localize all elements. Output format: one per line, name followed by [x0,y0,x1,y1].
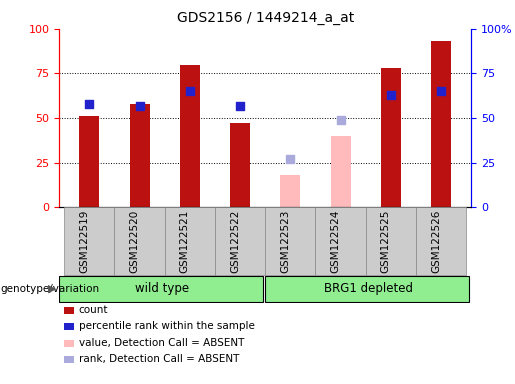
Text: GSM122519: GSM122519 [79,209,90,273]
Text: GSM122522: GSM122522 [230,209,240,273]
Bar [265,207,316,275]
Bar [64,207,114,275]
Point [135,103,144,109]
Point [236,103,244,109]
Text: genotype/variation: genotype/variation [0,284,99,294]
Bar [431,41,451,207]
Text: GSM122525: GSM122525 [381,209,391,273]
Text: value, Detection Call = ABSENT: value, Detection Call = ABSENT [79,338,244,348]
Text: GSM122521: GSM122521 [180,209,190,273]
Bar [165,207,215,275]
Bar [230,123,250,207]
Bar [180,65,200,207]
Bar [280,175,300,207]
Point [387,92,395,98]
Bar [114,207,165,275]
Bar [215,207,265,275]
Title: GDS2156 / 1449214_a_at: GDS2156 / 1449214_a_at [177,11,354,25]
Text: ▶: ▶ [48,284,57,294]
Bar [265,276,469,302]
Text: GSM122523: GSM122523 [280,209,290,273]
Text: GSM122526: GSM122526 [431,209,441,273]
Bar [130,104,150,207]
Bar [381,68,401,207]
Point [85,101,94,107]
Text: percentile rank within the sample: percentile rank within the sample [79,321,255,331]
Point [437,88,445,94]
Text: wild type: wild type [135,283,190,295]
Bar [316,207,366,275]
Text: count: count [79,305,108,315]
Bar [366,207,416,275]
Bar [79,116,99,207]
Bar [331,136,351,207]
Text: rank, Detection Call = ABSENT: rank, Detection Call = ABSENT [79,354,239,364]
Point [186,88,194,94]
Text: BRG1 depleted: BRG1 depleted [324,283,413,295]
Text: GSM122520: GSM122520 [130,209,140,273]
Text: GSM122524: GSM122524 [331,209,340,273]
Bar [59,276,263,302]
Bar [416,207,466,275]
Point [286,156,295,162]
Point [336,117,345,123]
